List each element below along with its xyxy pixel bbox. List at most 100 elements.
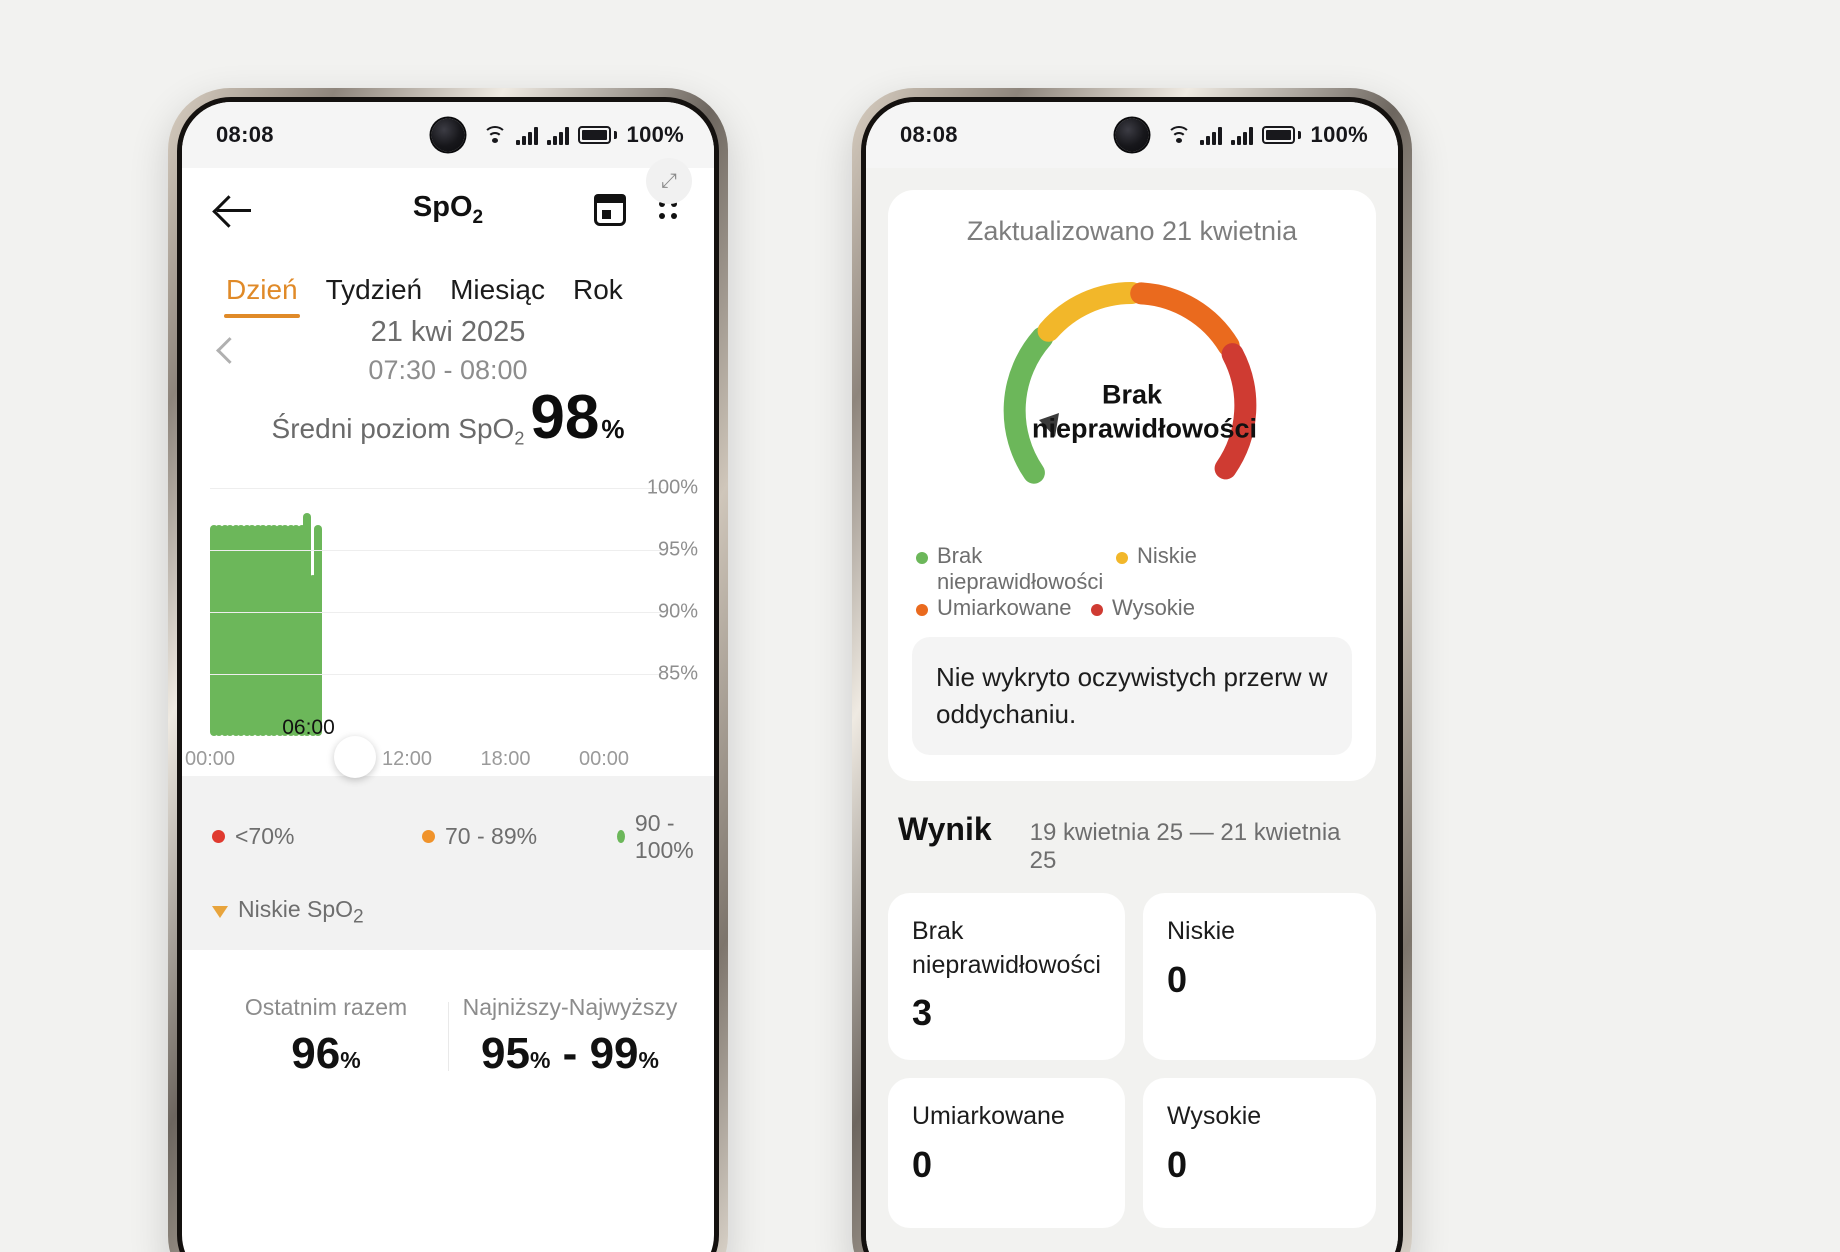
- signal-icon: [515, 126, 538, 145]
- apnea-gauge: Brak nieprawidłowości: [967, 267, 1297, 535]
- signal-icon-2: [546, 126, 569, 145]
- expand-chart-icon[interactable]: ⤢: [646, 158, 692, 204]
- right-content: Zaktualizowano 21 kwietnia: [866, 168, 1398, 1252]
- chart-scrubber-knob[interactable]: [334, 735, 376, 778]
- chart-bar: [231, 525, 240, 736]
- status-icons-right: 100%: [1166, 102, 1368, 168]
- battery-percent-right: 100%: [1310, 122, 1368, 147]
- phone-right-bezel: 08:08 100% Zaktualizowano 21 kwietnia: [861, 97, 1403, 1252]
- signal-icon-right: [1199, 126, 1222, 145]
- chart-x-tick: 12:00: [381, 747, 433, 770]
- apnea-note: Nie wykryto oczywistych przerw w oddycha…: [912, 637, 1352, 755]
- tab-dzien[interactable]: Dzień: [212, 274, 312, 318]
- chart-y-tick: 85%: [657, 662, 698, 685]
- chart-bar: [303, 512, 312, 736]
- gauge-legend-high: Wysokie: [1091, 595, 1195, 621]
- average-value: 98: [530, 383, 600, 452]
- updated-label: Zaktualizowano 21 kwietnia: [966, 216, 1298, 246]
- period-tabs: Dzień Tydzień Miesiąc Rok: [182, 252, 714, 318]
- phone-left: 08:08 100% SpO2: [168, 88, 728, 1252]
- gauge-legend-dot-orange: [916, 604, 928, 616]
- low-spo2-marker: Niskie SpO2: [212, 896, 684, 929]
- gauge-legend-label-high: Wysokie: [1112, 595, 1195, 620]
- average-spo2: Średni poziom SpO2 98 %: [182, 383, 714, 452]
- gauge-segment-moderate: [1130, 282, 1240, 357]
- page-title-text: SpO: [412, 191, 473, 224]
- chart-bar: [281, 525, 290, 736]
- legend-dot-red: [212, 830, 225, 844]
- result-date-range: 19 kwietnia 25 — 21 kwietnia 25: [1029, 818, 1341, 874]
- legend-item-mid: 70 - 89%: [422, 823, 617, 850]
- chevron-left-icon[interactable]: [212, 338, 238, 364]
- gauge-svg: [1003, 281, 1257, 484]
- legend-dot-green: [617, 830, 625, 844]
- summary-last-value: 96%: [204, 1029, 448, 1079]
- gauge-legend: Brak nieprawidłowości Niskie Umiarkowane: [912, 543, 1352, 621]
- stat-value-none: 3: [912, 992, 933, 1034]
- stat-label-none: Brak nieprawidłowości: [912, 916, 1101, 979]
- legend-item-low: <70%: [212, 823, 422, 850]
- gauge-legend-label-moderate: Umiarkowane: [937, 595, 1072, 620]
- wifi-icon: [482, 125, 507, 145]
- summary-last: Ostatnim razem 96%: [204, 994, 448, 1079]
- date-value: 21 kwi 2025: [370, 316, 526, 348]
- status-bar-left: 08:08 100%: [182, 102, 714, 168]
- status-time-right: 08:08: [900, 122, 958, 147]
- low-spo2-label-text: Niskie SpO: [238, 895, 354, 922]
- camera-punch-hole-right: [1115, 118, 1149, 152]
- stat-card-none[interactable]: Brak nieprawidłowości 3: [888, 892, 1125, 1061]
- chart-bar: [210, 525, 218, 736]
- chart-y-tick: 95%: [657, 538, 698, 561]
- page-title-subscript: 2: [472, 206, 484, 228]
- stat-card-low[interactable]: Niskie 0: [1142, 892, 1376, 1061]
- time-range: 07:30 - 08:00: [368, 355, 528, 385]
- stat-label-moderate: Umiarkowane: [912, 1102, 1065, 1131]
- calendar-icon[interactable]: [594, 194, 626, 226]
- tab-tydzien[interactable]: Tydzień: [325, 274, 423, 305]
- legend-item-high: 90 - 100%: [617, 810, 699, 864]
- chart-bar: [270, 525, 279, 736]
- gauge-legend-none: Brak nieprawidłowości: [916, 543, 1116, 595]
- chart-legend: <70% 70 - 89% 90 - 100% Niskie SpO2: [182, 775, 714, 951]
- chart-bar: [264, 525, 273, 736]
- gauge-legend-label-none: Brak nieprawidłowości: [937, 543, 1104, 594]
- gauge-card: Zaktualizowano 21 kwietnia: [888, 190, 1376, 781]
- result-header: Wynik 19 kwietnia 25 — 21 kwietnia 25: [898, 811, 1372, 875]
- back-arrow-icon[interactable]: [212, 188, 256, 232]
- gauge-legend-moderate: Umiarkowane: [916, 595, 1091, 621]
- stat-card-moderate[interactable]: Umiarkowane 0: [888, 1078, 1125, 1229]
- legend-label-low: <70%: [235, 823, 295, 850]
- chart-bar: [248, 525, 257, 736]
- tab-rok[interactable]: Rok: [573, 274, 623, 305]
- chart-bars: [210, 476, 604, 736]
- more-options-icon[interactable]: [652, 194, 684, 226]
- chart-bar: [220, 525, 229, 736]
- chart-x-tick: 18:00: [480, 747, 531, 770]
- gauge-legend-dot-yellow: [1116, 552, 1128, 564]
- summary-range: Najniższy-Najwyższy 95% - 99%: [448, 994, 692, 1079]
- gauge-segment-low: [1037, 281, 1143, 342]
- chart-bar: [297, 525, 306, 736]
- phone-right: 08:08 100% Zaktualizowano 21 kwietnia: [852, 88, 1412, 1252]
- average-label-subscript: 2: [514, 428, 525, 449]
- date-display: 21 kwi 2025 07:30 - 08:00: [182, 316, 714, 386]
- legend-label-mid: 70 - 89%: [445, 823, 538, 850]
- chart-scrubber[interactable]: [182, 735, 714, 788]
- spo2-chart[interactable]: 85% 90% 95% 100% 00:00 06:00 12:00 18:00 00:00: [182, 476, 714, 778]
- app-bar: SpO2: [182, 168, 714, 252]
- chart-bar: [313, 525, 322, 736]
- stat-card-high[interactable]: Wysokie 0: [1142, 1078, 1376, 1229]
- chart-bar: [308, 574, 317, 736]
- low-spo2-label: Niskie SpO2: [238, 896, 364, 929]
- average-label-text: Średni poziom SpO: [271, 413, 515, 444]
- status-bar-right: 08:08 100%: [866, 102, 1398, 168]
- tab-miesiac[interactable]: Miesiąc: [450, 274, 546, 305]
- chart-bar: [237, 525, 246, 736]
- camera-punch-hole: [431, 118, 465, 152]
- status-time: 08:08: [216, 122, 274, 147]
- stat-value-moderate: 0: [912, 1144, 933, 1186]
- chart-bar: [242, 525, 251, 736]
- summary-range-min: 95: [481, 1029, 530, 1079]
- gauge-center-label: Brak nieprawidłowości: [1032, 377, 1257, 446]
